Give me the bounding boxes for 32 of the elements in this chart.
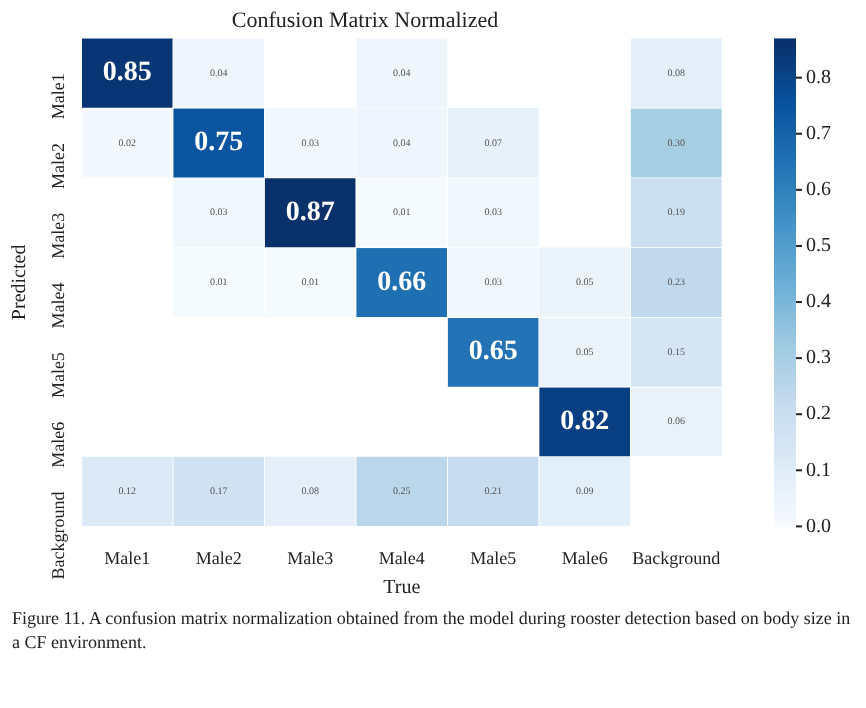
y-tick-label: Male5 [48, 351, 69, 399]
color-bar-label: 0.0 [806, 515, 831, 538]
caption: Figure 11. A confusion matrix normalization obtained from the model during rooster detection based on body size in a CF environment. [10, 606, 853, 655]
color-bar-label: 0.2 [806, 403, 831, 426]
x-tick-label: Male3 [287, 547, 335, 568]
y-axis-title: Predicted [9, 244, 32, 321]
x-tick-label: Male1 [104, 547, 151, 568]
color-bar-label: 0.7 [806, 123, 831, 146]
color-bar-label: 0.8 [806, 66, 831, 89]
color-bar-label: 0.4 [806, 291, 831, 314]
x-tick-label: Male2 [195, 547, 242, 568]
x-tick-label: Male6 [561, 547, 609, 568]
data-label: 0.66 [377, 267, 427, 298]
x-axis-title: True [383, 577, 422, 600]
data-label: 0.87 [285, 197, 335, 228]
y-tick-label: Male1 [48, 73, 69, 120]
data-label: 0.65 [468, 337, 518, 368]
x-tick-label: Male4 [378, 547, 426, 568]
color-bar-label: 0.3 [806, 347, 831, 370]
x-tick-label: Background [632, 547, 722, 568]
y-tick-label: Male4 [48, 281, 69, 329]
color-bar-label: 0.1 [806, 459, 831, 482]
chart-title: Confusion Matrix Normalized [231, 8, 500, 33]
color-bar-label: 0.5 [806, 235, 831, 258]
y-tick-label: Male2 [48, 142, 69, 189]
y-tick-label: Male6 [48, 420, 69, 468]
data-label: 0.85 [102, 58, 152, 89]
color-bar-label: 0.6 [806, 179, 831, 202]
data-label: 0.75 [194, 128, 244, 159]
y-tick-label: Male3 [48, 211, 69, 259]
x-tick-label: Male5 [470, 547, 518, 568]
data-label: 0.82 [560, 407, 610, 438]
